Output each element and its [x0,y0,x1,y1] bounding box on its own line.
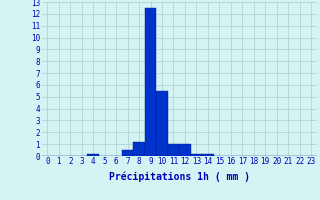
Bar [191,154,202,156]
Bar [122,150,133,156]
Bar [133,142,145,156]
X-axis label: Précipitations 1h ( mm ): Précipitations 1h ( mm ) [109,172,250,182]
Bar [179,144,191,156]
Bar [87,154,99,156]
Bar [168,144,179,156]
Bar [202,154,214,156]
Bar [145,8,156,156]
Bar [156,91,168,156]
